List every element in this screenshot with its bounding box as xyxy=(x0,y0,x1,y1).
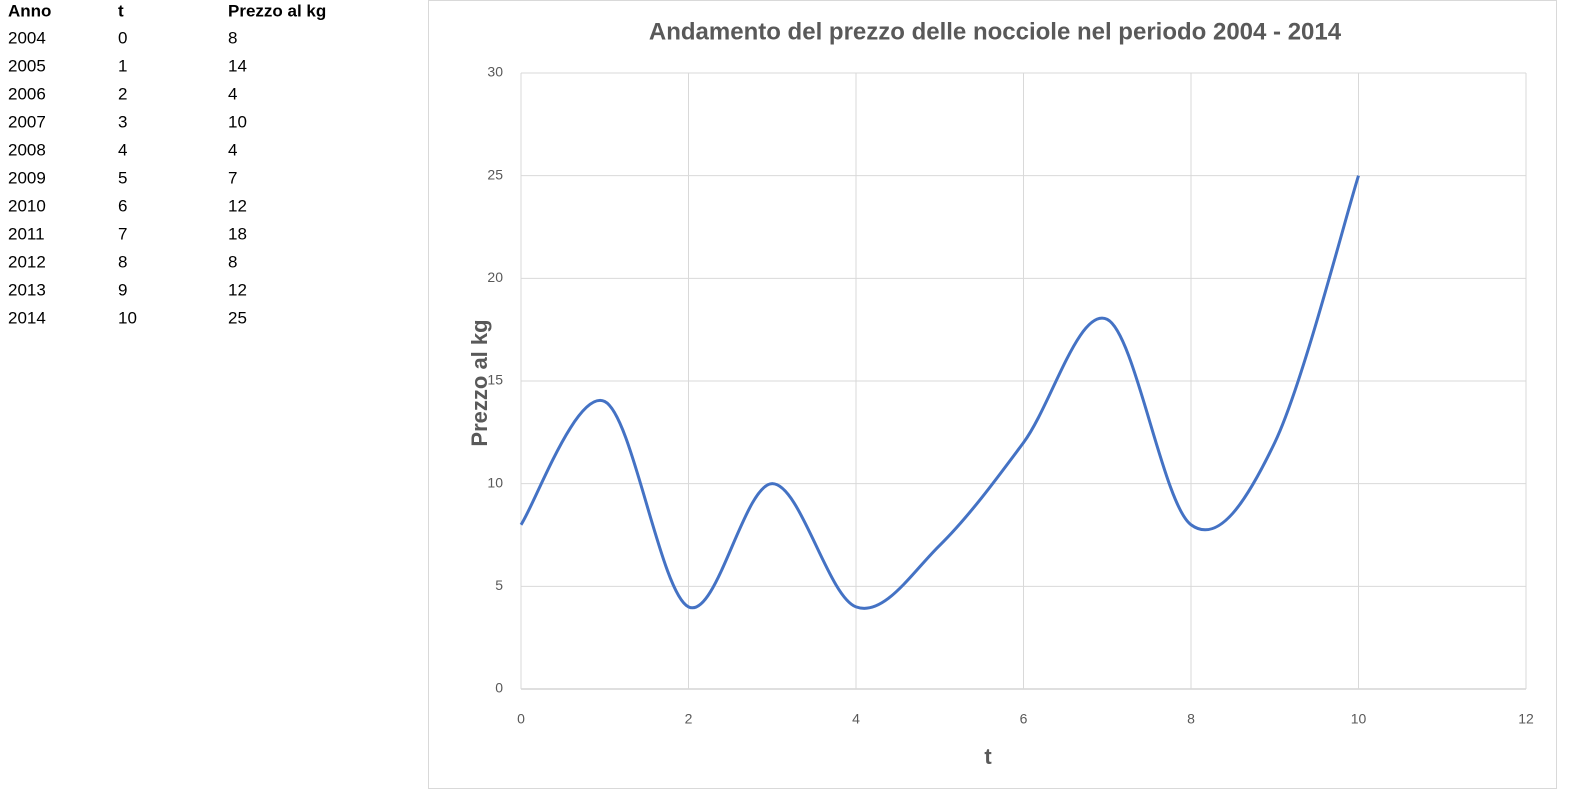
table-cell: 8 xyxy=(228,252,237,271)
table-cell: 10 xyxy=(228,112,247,131)
line-series xyxy=(519,175,1360,610)
chart-frame xyxy=(428,0,1557,789)
y-axis-label: Prezzo al kg xyxy=(467,319,492,446)
table-cell: 2007 xyxy=(8,112,46,131)
table-cell: 2 xyxy=(118,84,127,103)
table-cell: 10 xyxy=(118,308,137,327)
x-tick-label: 12 xyxy=(1518,711,1534,727)
table-cell: 4 xyxy=(228,140,237,159)
table-cell: 2013 xyxy=(8,280,46,299)
table-cell: 12 xyxy=(228,196,247,215)
table-cell: 5 xyxy=(118,168,127,187)
table-cell: 8 xyxy=(118,252,127,271)
x-tick-label: 8 xyxy=(1187,711,1195,727)
table-cell: 3 xyxy=(118,112,127,131)
x-tick-label: 4 xyxy=(852,711,860,727)
table-cell: 2011 xyxy=(8,224,45,243)
y-tick-label: 0 xyxy=(495,680,503,696)
table-cell: 1 xyxy=(118,56,127,75)
table-header: Prezzo al kg xyxy=(228,1,326,20)
table-cell: 2004 xyxy=(8,28,46,47)
table-cell: 8 xyxy=(228,28,237,47)
table-cell: 2012 xyxy=(8,252,46,271)
x-tick-label: 10 xyxy=(1351,711,1367,727)
y-tick-label: 20 xyxy=(487,269,503,285)
table-cell: 2010 xyxy=(8,196,46,215)
x-axis-label: t xyxy=(984,744,992,769)
table-cell: 4 xyxy=(118,140,127,159)
y-tick-label: 15 xyxy=(487,372,503,388)
chart-title: Andamento del prezzo delle nocciole nel … xyxy=(649,18,1342,45)
table-cell: 2005 xyxy=(8,56,46,75)
table-cell: 7 xyxy=(228,168,237,187)
table-header: Anno xyxy=(8,1,51,20)
table-cell: 18 xyxy=(228,224,247,243)
table-cell: 25 xyxy=(228,308,247,327)
table-header: t xyxy=(118,1,124,20)
table-cell: 2008 xyxy=(8,140,46,159)
y-tick-label: 30 xyxy=(487,64,503,80)
y-tick-label: 25 xyxy=(487,166,503,182)
x-tick-label: 0 xyxy=(517,711,525,727)
y-tick-label: 10 xyxy=(487,474,503,490)
table-cell: 2006 xyxy=(8,84,46,103)
table-cell: 2009 xyxy=(8,168,46,187)
table-cell: 0 xyxy=(118,28,127,47)
table-cell: 14 xyxy=(228,56,247,75)
table-cell: 4 xyxy=(228,84,237,103)
table-cell: 2014 xyxy=(8,308,46,327)
table-cell: 12 xyxy=(228,280,247,299)
y-tick-label: 5 xyxy=(495,577,503,593)
x-tick-label: 2 xyxy=(685,711,693,727)
table-cell: 6 xyxy=(118,196,127,215)
table-cell: 9 xyxy=(118,280,127,299)
table-cell: 7 xyxy=(118,224,127,243)
x-tick-label: 6 xyxy=(1020,711,1028,727)
